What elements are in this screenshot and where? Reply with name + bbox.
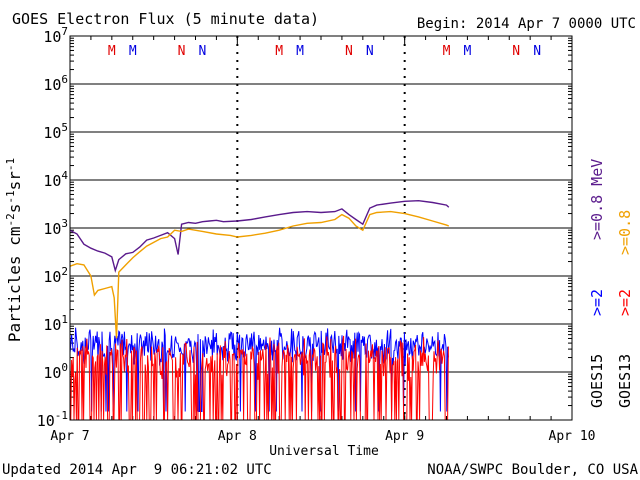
plot-area: 10-1 100 101 102 103 104 105 106 107 Apr 7 Apr 8 Ap… xyxy=(37,25,596,444)
legend-goes13-high: >=0.8 xyxy=(616,210,634,255)
x-tick-label: Apr 9 xyxy=(385,429,424,444)
y-tick-label: 10-1 xyxy=(37,409,68,430)
y-tick-label: 105 xyxy=(43,121,68,142)
series-goes13-2mev xyxy=(69,335,449,421)
local-time-marker: N xyxy=(178,44,186,59)
local-time-marker: M xyxy=(443,44,451,59)
local-time-marker: N xyxy=(199,44,207,59)
footer-updated: Updated 2014 Apr 9 06:21:02 UTC xyxy=(2,462,272,478)
y-tick-label: 103 xyxy=(43,217,68,238)
y-tick-label: 101 xyxy=(43,313,68,334)
chart-title: GOES Electron Flux (5 minute data) xyxy=(12,10,319,28)
y-tick-label: 106 xyxy=(43,73,68,94)
y-tick-label: 102 xyxy=(43,265,68,286)
local-time-marker: M xyxy=(108,44,116,59)
local-time-marker: N xyxy=(345,44,353,59)
x-tick-label: Apr 7 xyxy=(50,429,89,444)
y-tick-label: 100 xyxy=(43,361,68,382)
begin-label: Begin: 2014 Apr 7 0000 UTC xyxy=(417,16,636,32)
legend-goes15-low: >=2 xyxy=(588,289,606,316)
x-tick-label: Apr 10 xyxy=(549,429,596,444)
local-time-marker: M xyxy=(464,44,472,59)
local-time-marker: N xyxy=(366,44,374,59)
y-axis-label: Particles cm-2s-1sr-1 xyxy=(4,158,24,342)
x-axis-label: Universal Time xyxy=(269,444,379,459)
series-goes13-0.8mev xyxy=(69,210,450,339)
local-time-marker: N xyxy=(533,44,541,59)
x-tick-label: Apr 8 xyxy=(218,429,257,444)
legend-goes15-sat: GOES15 xyxy=(588,354,606,408)
local-time-marker: M xyxy=(129,44,137,59)
local-time-marker: M xyxy=(275,44,283,59)
series-goes15-0.8mev xyxy=(69,199,450,274)
legend-goes13-sat: GOES13 xyxy=(616,354,634,408)
footer-credit: NOAA/SWPC Boulder, CO USA xyxy=(427,462,638,478)
legend-goes13-low: >=2 xyxy=(616,289,634,316)
plot-frame xyxy=(69,35,573,421)
right-legend: >=2 >=0.8 MeV GOES15 >=2 >=0.8 GOES13 xyxy=(588,159,634,408)
local-time-marker: M xyxy=(296,44,304,59)
y-tick-label: 107 xyxy=(43,25,68,46)
legend-goes15-high: >=0.8 MeV xyxy=(588,159,606,240)
y-tick-label: 104 xyxy=(43,169,68,190)
local-time-marker: N xyxy=(512,44,520,59)
